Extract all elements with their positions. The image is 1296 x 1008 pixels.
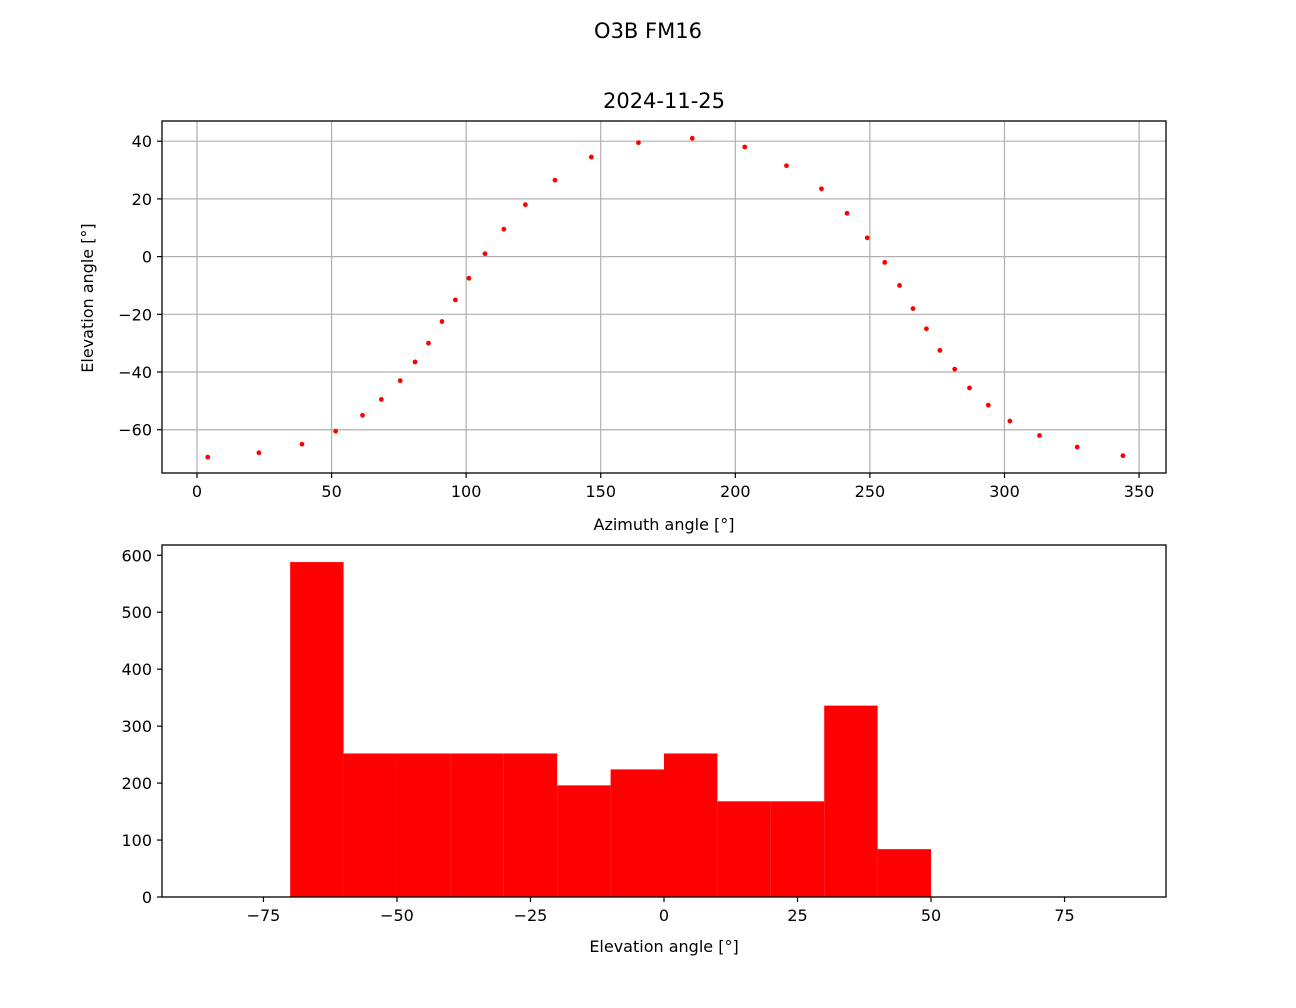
histogram-x-tick-label: 25: [787, 906, 807, 925]
scatter-y-tick-label: 0: [142, 248, 152, 267]
histogram-plot: −75 −50 −25 0 25 50 75 0 100 200 300 400 500 600 Ele…: [121, 544, 1167, 956]
histogram-bar: [664, 753, 718, 897]
scatter-point: [439, 319, 445, 324]
scatter-point: [522, 202, 528, 208]
scatter-point: [864, 235, 870, 241]
histogram-bars: [290, 562, 932, 897]
scatter-point: [333, 428, 339, 434]
histogram-x-tick-label: 0: [659, 906, 669, 925]
scatter-y-tick-label: 40: [132, 132, 152, 151]
histogram-y-tick-label: 500: [121, 603, 152, 622]
scatter-point: [910, 306, 916, 311]
scatter-point: [378, 397, 384, 402]
histogram-x-tick-labels: −75 −50 −25 0 25 50 75: [247, 906, 1075, 925]
scatter-frame: [161, 120, 1167, 474]
scatter-point: [985, 402, 991, 408]
histogram-x-tick-label: 50: [921, 906, 941, 925]
histogram-bar: [396, 753, 451, 897]
scatter-x-axis-label: Azimuth angle [°]: [594, 515, 735, 534]
scatter-point: [482, 251, 488, 257]
histogram-bar: [877, 849, 932, 897]
scatter-grid: [162, 121, 1166, 473]
scatter-x-tick-label: 200: [720, 482, 751, 501]
histogram-y-tick-label: 300: [121, 717, 152, 736]
scatter-y-tick-label: −20: [118, 305, 152, 324]
histogram-bar: [450, 753, 504, 897]
histogram-x-tick-label: −75: [247, 906, 281, 925]
scatter-point: [426, 340, 431, 346]
scatter-x-tick-label: 100: [451, 482, 482, 501]
scatter-point: [937, 347, 943, 353]
histogram-y-tick-label: 200: [121, 774, 152, 793]
scatter-point: [742, 144, 748, 150]
scatter-y-tick-label: −40: [118, 363, 152, 382]
scatter-y-axis-label: Elevation angle [°]: [78, 223, 97, 372]
scatter-point: [397, 378, 403, 384]
scatter-point: [1074, 444, 1080, 450]
histogram-x-tick-label: −25: [514, 906, 548, 925]
scatter-ticks: [157, 140, 1140, 478]
scatter-y-tick-label: 20: [132, 190, 152, 209]
histogram-bar: [343, 753, 397, 897]
scatter-title: 2024-11-25: [603, 89, 725, 113]
histogram-bar: [717, 801, 771, 897]
scatter-x-tick-label: 0: [192, 482, 202, 501]
scatter-point: [924, 326, 929, 332]
histogram-x-axis-label: Elevation angle [°]: [589, 937, 738, 956]
histogram-bar: [824, 705, 878, 897]
scatter-y-tick-labels: −60 −40 −20 0 20 40: [118, 132, 152, 440]
scatter-point: [636, 140, 641, 146]
scatter-point: [952, 366, 958, 372]
scatter-point: [1120, 453, 1126, 459]
scatter-point: [967, 385, 972, 391]
scatter-point: [1037, 433, 1042, 438]
scatter-point: [819, 186, 824, 192]
histogram-y-tick-labels: 0 100 200 300 400 500 600: [121, 546, 152, 907]
scatter-x-tick-label: 50: [321, 482, 341, 501]
scatter-point: [1007, 418, 1013, 424]
scatter-point: [466, 275, 472, 281]
histogram-y-tick-label: 0: [142, 888, 152, 907]
scatter-point: [882, 259, 888, 265]
histogram-ticks: [157, 554, 1066, 902]
scatter-y-tick-label: −60: [118, 421, 152, 440]
histogram-x-tick-label: −50: [380, 906, 414, 925]
scatter-point: [588, 154, 594, 160]
histogram-bar: [610, 769, 664, 897]
scatter-x-tick-label: 250: [855, 482, 886, 501]
scatter-point: [412, 359, 418, 365]
histogram-bar: [503, 753, 558, 897]
histogram-y-tick-label: 400: [121, 660, 152, 679]
scatter-point: [205, 454, 211, 460]
histogram-x-tick-label: 75: [1054, 906, 1074, 925]
scatter-point: [299, 441, 305, 447]
scatter-point: [360, 412, 365, 418]
histogram-y-tick-label: 100: [121, 831, 152, 850]
scatter-point: [844, 210, 850, 216]
histogram-y-tick-label: 600: [121, 546, 152, 565]
scatter-x-tick-labels: 0 50 100 150 200 250 300 350: [192, 482, 1154, 501]
scatter-point: [784, 163, 789, 169]
scatter-x-tick-label: 300: [989, 482, 1020, 501]
scatter-x-tick-label: 150: [585, 482, 616, 501]
histogram-bar: [290, 562, 344, 897]
scatter-points: [205, 135, 1126, 460]
figure-suptitle: O3B FM16: [594, 19, 702, 43]
scatter-point: [256, 450, 262, 456]
scatter-point: [452, 297, 458, 303]
scatter-x-tick-label: 350: [1124, 482, 1155, 501]
scatter-point: [689, 135, 695, 141]
histogram-bar: [557, 785, 611, 897]
scatter-plot: 2024-11-25 0 50 100 150 200 250 300 350 −60−40−…: [78, 89, 1167, 534]
scatter-point: [897, 283, 902, 288]
histogram-bar: [770, 801, 825, 897]
scatter-point: [552, 177, 558, 183]
scatter-point: [501, 226, 507, 232]
